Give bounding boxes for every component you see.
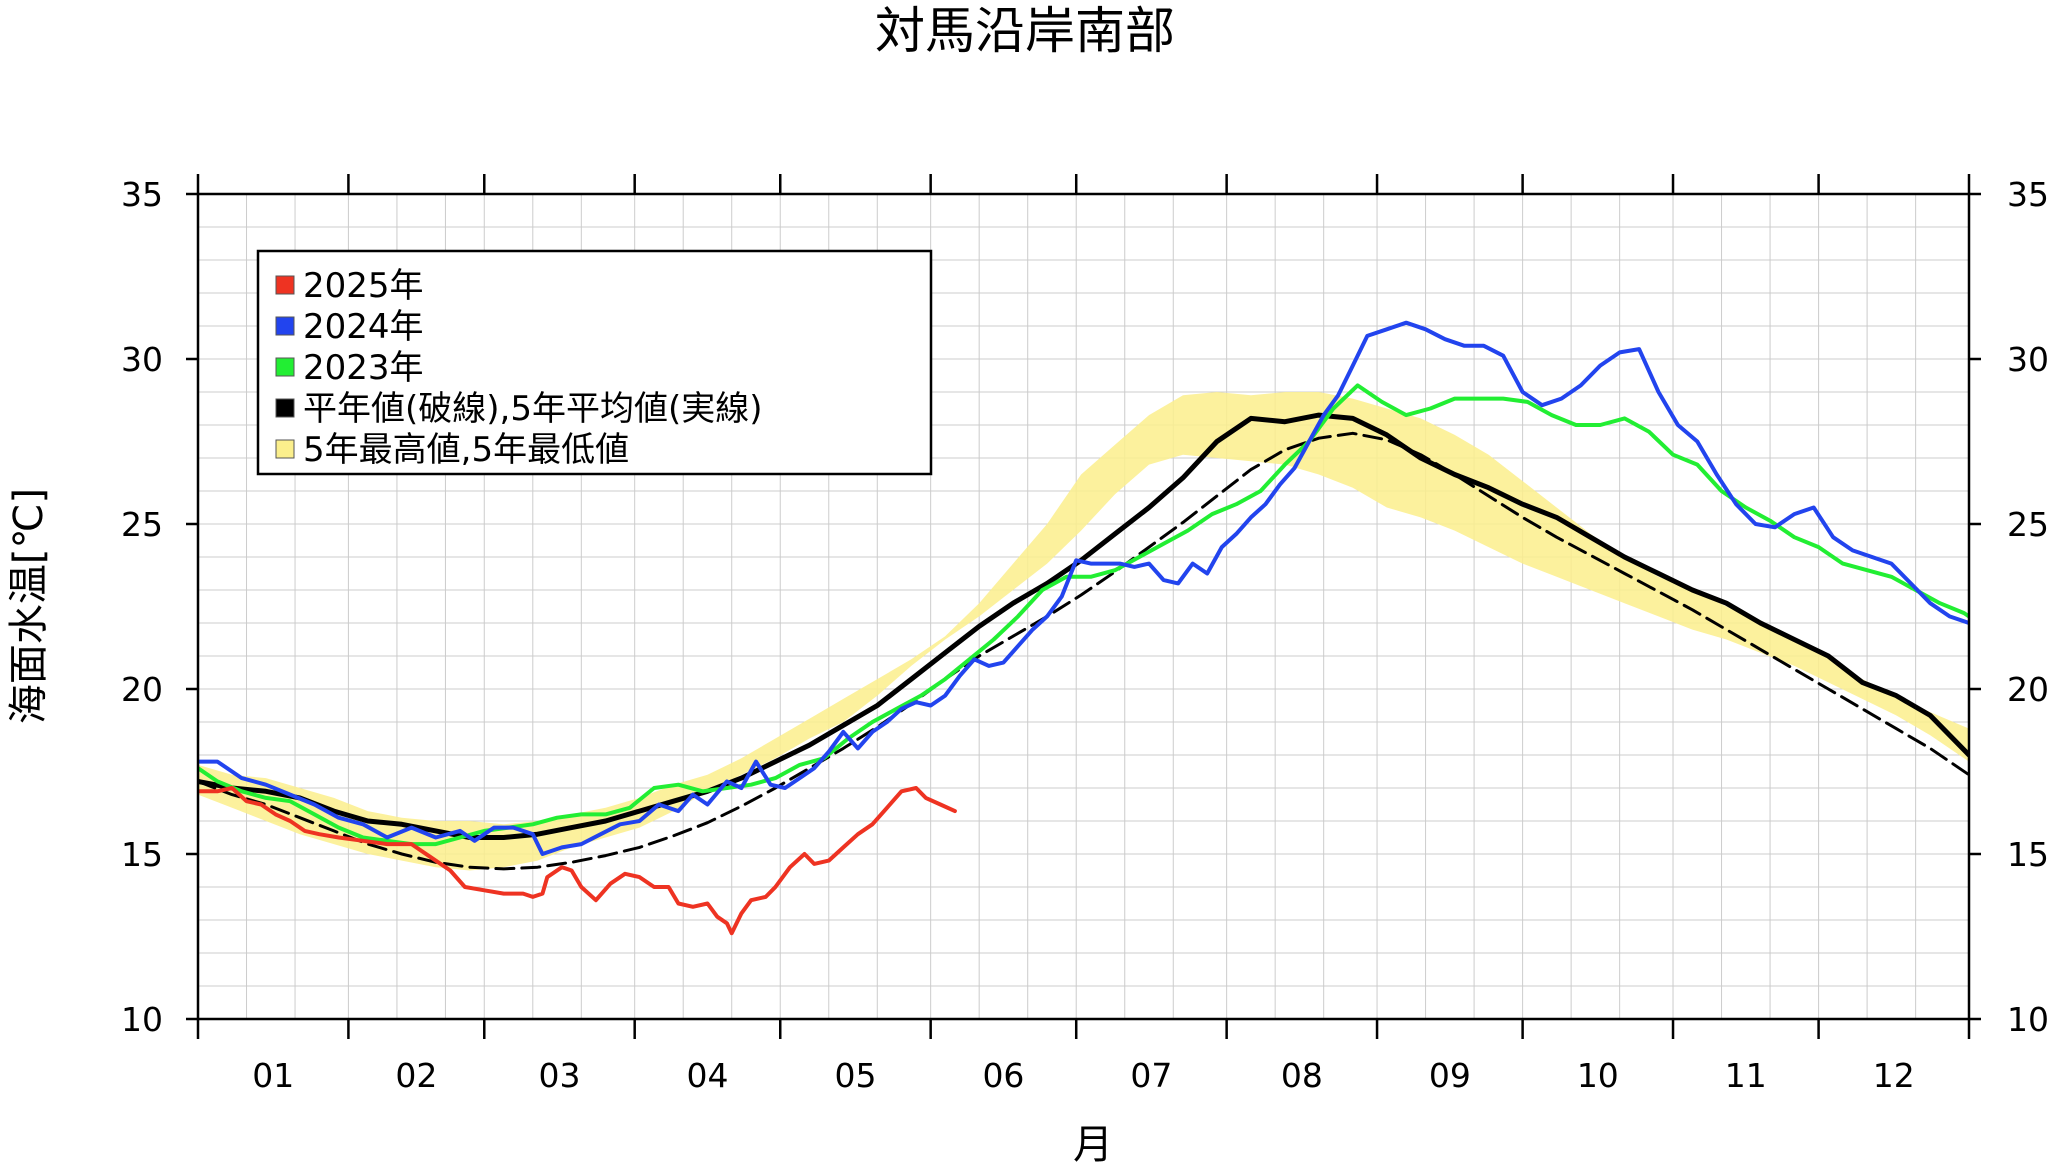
x-month-label: 04 (686, 1056, 728, 1095)
x-month-label: 11 (1725, 1056, 1767, 1095)
x-month-label: 07 (1130, 1056, 1172, 1095)
legend-swatch (275, 275, 295, 295)
legend-label: 5年最高値,5年最低値 (303, 430, 629, 470)
legend-label: 2025年 (303, 266, 424, 306)
series-lines (198, 320, 1969, 936)
x-month-label: 12 (1873, 1056, 1915, 1095)
x-axis-title: 月 (1073, 1122, 1113, 1166)
x-month-label: 02 (395, 1056, 437, 1095)
x-month-label: 01 (252, 1056, 294, 1095)
legend-label: 平年値(破線),5年平均値(実線) (303, 389, 763, 429)
x-month-label: 09 (1429, 1056, 1471, 1095)
series-y2024-line (198, 320, 1969, 856)
y-tick-label-left: 30 (121, 340, 163, 379)
y-tick-label-left: 10 (121, 1000, 163, 1039)
legend-swatch (275, 316, 295, 336)
y-tick-label-left: 20 (121, 670, 163, 709)
legend-swatch (275, 439, 295, 459)
y-tick-label-right: 25 (2007, 505, 2049, 544)
y-tick-label-right: 20 (2007, 670, 2049, 709)
x-month-label: 05 (834, 1056, 876, 1095)
x-month-label: 06 (982, 1056, 1024, 1095)
y-tick-label-right: 30 (2007, 340, 2049, 379)
legend-swatch (275, 357, 295, 377)
x-month-label: 10 (1577, 1056, 1619, 1095)
x-month-label: 08 (1281, 1056, 1323, 1095)
axes: 10 10 15 15 20 20 25 25 30 30 35 35 01 02 03 04 05 06 07 08… (121, 174, 2049, 1095)
legend: 2025年2024年2023年平年値(破線),5年平均値(実線)5年最高値,5年… (256, 249, 933, 476)
legend-label: 2023年 (303, 348, 424, 388)
band-5yr-min-max (198, 392, 1969, 871)
plot-frame (196, 192, 1971, 1021)
y-tick-label-right: 35 (2007, 175, 2049, 214)
chart-title: 対馬沿岸南部 (875, 2, 1175, 60)
legend-box (256, 249, 933, 476)
y-tick-label-right: 10 (2007, 1000, 2049, 1039)
y-tick-label-right: 15 (2007, 835, 2049, 874)
y-tick-label-left: 35 (121, 175, 163, 214)
series-y2023-line (198, 383, 1969, 847)
y-tick-label-left: 25 (121, 505, 163, 544)
y-axis-title: 海面水温[℃] (6, 488, 52, 724)
legend-swatch (275, 398, 295, 418)
min-max-band (198, 392, 1969, 871)
legend-label: 2024年 (303, 307, 424, 347)
y-tick-label-left: 15 (121, 835, 163, 874)
series-normal-line (198, 431, 1969, 871)
x-month-label: 03 (538, 1056, 580, 1095)
series-y2025-line (198, 786, 957, 936)
